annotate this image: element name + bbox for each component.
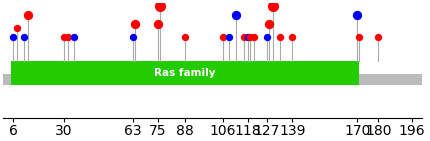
Point — [245, 36, 252, 38]
Point — [264, 36, 270, 38]
Point — [375, 36, 382, 38]
Point — [132, 23, 138, 25]
Point — [247, 36, 254, 38]
Point — [157, 5, 163, 7]
Point — [129, 36, 136, 38]
Bar — [3, 74, 422, 85]
Point — [64, 36, 71, 38]
Text: Ras family: Ras family — [154, 68, 216, 78]
Point — [71, 36, 77, 38]
Point — [356, 36, 363, 38]
Point — [251, 36, 258, 38]
Point — [240, 36, 247, 38]
Point — [276, 36, 283, 38]
Bar — [11, 61, 359, 85]
Point — [289, 36, 296, 38]
Point — [25, 14, 31, 16]
Point — [232, 14, 239, 16]
Point — [60, 36, 67, 38]
Point — [266, 23, 273, 25]
Point — [154, 23, 161, 25]
Point — [226, 36, 233, 38]
Point — [10, 36, 17, 38]
Point — [14, 27, 21, 29]
Point — [270, 5, 277, 7]
Point — [20, 36, 27, 38]
Point — [354, 14, 361, 16]
Point — [182, 36, 189, 38]
Point — [220, 36, 227, 38]
